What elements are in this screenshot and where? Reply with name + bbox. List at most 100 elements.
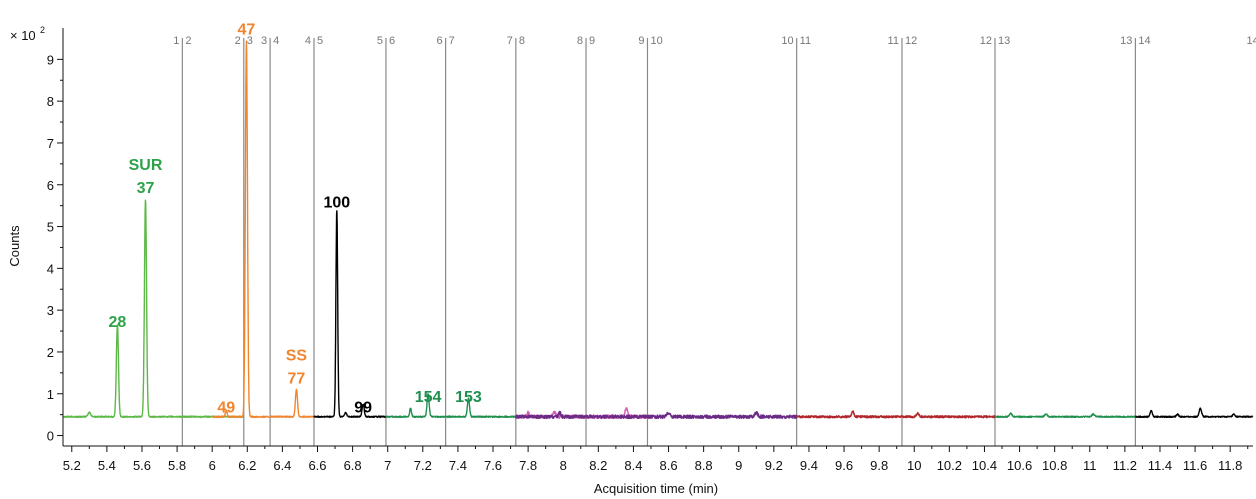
peak-label-99: 99 [354, 400, 372, 417]
x-tick-label-9: 9 [735, 458, 742, 473]
x-tick-label-9.2: 9.2 [765, 458, 783, 473]
segment-label-5: 5 [317, 35, 323, 47]
x-tick-label-6.8: 6.8 [344, 458, 362, 473]
y-tick-label-5: 5 [47, 220, 54, 235]
segment-label-2: 2 [235, 35, 241, 47]
x-tick-label-10: 10 [907, 458, 921, 473]
x-tick-label-6.4: 6.4 [273, 458, 291, 473]
segment-label-11: 11 [888, 35, 899, 47]
y-tick-label-6: 6 [47, 178, 54, 193]
trace-series-7 [796, 410, 996, 419]
x-tick-label-8.4: 8.4 [624, 458, 642, 473]
x-tick-label-9.8: 9.8 [870, 458, 888, 473]
x-tick-label-11.4: 11.4 [1148, 458, 1172, 473]
x-tick-label-8.2: 8.2 [589, 458, 607, 473]
segment-label-7: 7 [507, 35, 513, 47]
x-tick-label-10.2: 10.2 [937, 458, 962, 473]
x-tick-label-7.8: 7.8 [519, 458, 537, 473]
x-axis-title: Acquisition time (min) [594, 481, 718, 496]
y-tick-label-4: 4 [47, 261, 54, 276]
x-tick-label-10.6: 10.6 [1007, 458, 1032, 473]
y-axis-title: Counts [7, 225, 22, 267]
x-tick-label-11.6: 11.6 [1183, 458, 1207, 473]
segment-label-1: 1 [173, 35, 179, 47]
y-tick-label-0: 0 [47, 429, 54, 444]
segment-label-14: 14 [1138, 35, 1150, 47]
y-tick-label-1: 1 [47, 387, 54, 402]
x-tick-label-11: 11 [1083, 458, 1097, 473]
segment-label-3: 3 [247, 35, 253, 47]
y-tick-label-7: 7 [47, 136, 54, 151]
x-tick-label-6.2: 6.2 [238, 458, 256, 473]
segment-label-2: 2 [185, 35, 191, 47]
segment-label-13: 13 [998, 35, 1010, 47]
segment-label-10: 10 [650, 35, 662, 47]
segment-label-5: 5 [377, 35, 383, 47]
x-tick-label-11.8: 11.8 [1218, 458, 1242, 473]
peak-label-154: 154 [415, 389, 442, 406]
y-tick-label-8: 8 [47, 94, 54, 109]
y-tick-label-9: 9 [47, 52, 54, 67]
segment-label-6: 6 [389, 35, 395, 47]
x-tick-label-7.2: 7.2 [414, 458, 432, 473]
trace-series-1 [62, 199, 245, 419]
segment-boundaries: 1 2 2 3 3 4 4 5 5 6 6 7 7 8 8 9 9 10 10 11 11 12 12 13 13 14 14 [173, 35, 1256, 446]
peak-label-100: 100 [323, 195, 350, 212]
trace-series-2 [211, 40, 315, 419]
x-tick-label-6: 6 [209, 458, 216, 473]
segment-label-9: 9 [638, 35, 644, 47]
x-tick-label-8.8: 8.8 [695, 458, 713, 473]
x-tick-label-5.2: 5.2 [63, 458, 81, 473]
y-tick-label-3: 3 [47, 303, 54, 318]
y-multiplier-text: × 10 [10, 28, 36, 43]
y-tick-label-2: 2 [47, 345, 54, 360]
trace-series-8 [994, 412, 1136, 419]
peak-label-sur: SUR [129, 157, 163, 174]
peak-label-37: 37 [137, 180, 155, 197]
peak-label-49: 49 [217, 400, 235, 417]
x-tick-label-5.8: 5.8 [168, 458, 186, 473]
trace-series-3 [313, 210, 387, 419]
segment-label-11: 11 [800, 35, 811, 47]
peak-label-47: 47 [238, 21, 256, 38]
peak-label-ss: SS [286, 347, 308, 364]
segment-label-3: 3 [261, 35, 267, 47]
segment-label-12: 12 [980, 35, 992, 47]
chromatogram-traces [62, 40, 1254, 420]
segment-label-6: 6 [437, 35, 443, 47]
segment-label-12: 12 [905, 35, 917, 47]
segment-label-13: 13 [1120, 35, 1132, 47]
segment-label-14: 14 [1247, 35, 1256, 47]
x-tick-label-7.4: 7.4 [449, 458, 467, 473]
x-tick-label-6.6: 6.6 [308, 458, 326, 473]
x-tick-label-10.8: 10.8 [1042, 458, 1067, 473]
trace-series-9 [1134, 407, 1254, 419]
peak-label-28: 28 [109, 314, 127, 331]
x-tick-label-9.6: 9.6 [835, 458, 853, 473]
x-tick-label-7: 7 [384, 458, 391, 473]
segment-label-4: 4 [305, 35, 311, 47]
peak-label-153: 153 [455, 389, 482, 406]
segment-label-7: 7 [449, 35, 455, 47]
segment-label-8: 8 [577, 35, 583, 47]
x-tick-label-10.4: 10.4 [972, 458, 997, 473]
x-tick-label-8.6: 8.6 [659, 458, 677, 473]
x-tick-label-5.4: 5.4 [98, 458, 116, 473]
x-tick-label-11.2: 11.2 [1113, 458, 1137, 473]
peak-label-77: 77 [288, 370, 306, 387]
x-tick-label-9.4: 9.4 [800, 458, 818, 473]
segment-label-4: 4 [273, 35, 279, 47]
y-multiplier-exponent: 2 [40, 25, 45, 35]
trace-series-4 [385, 393, 517, 419]
x-tick-label-8: 8 [560, 458, 567, 473]
y-multiplier: × 10 2 [10, 25, 45, 43]
trace-series-6 [515, 410, 798, 420]
x-tick-label-5.6: 5.6 [133, 458, 151, 473]
segment-label-8: 8 [519, 35, 525, 47]
segment-label-10: 10 [781, 35, 793, 47]
segment-label-9: 9 [589, 35, 595, 47]
x-tick-label-7.6: 7.6 [484, 458, 502, 473]
